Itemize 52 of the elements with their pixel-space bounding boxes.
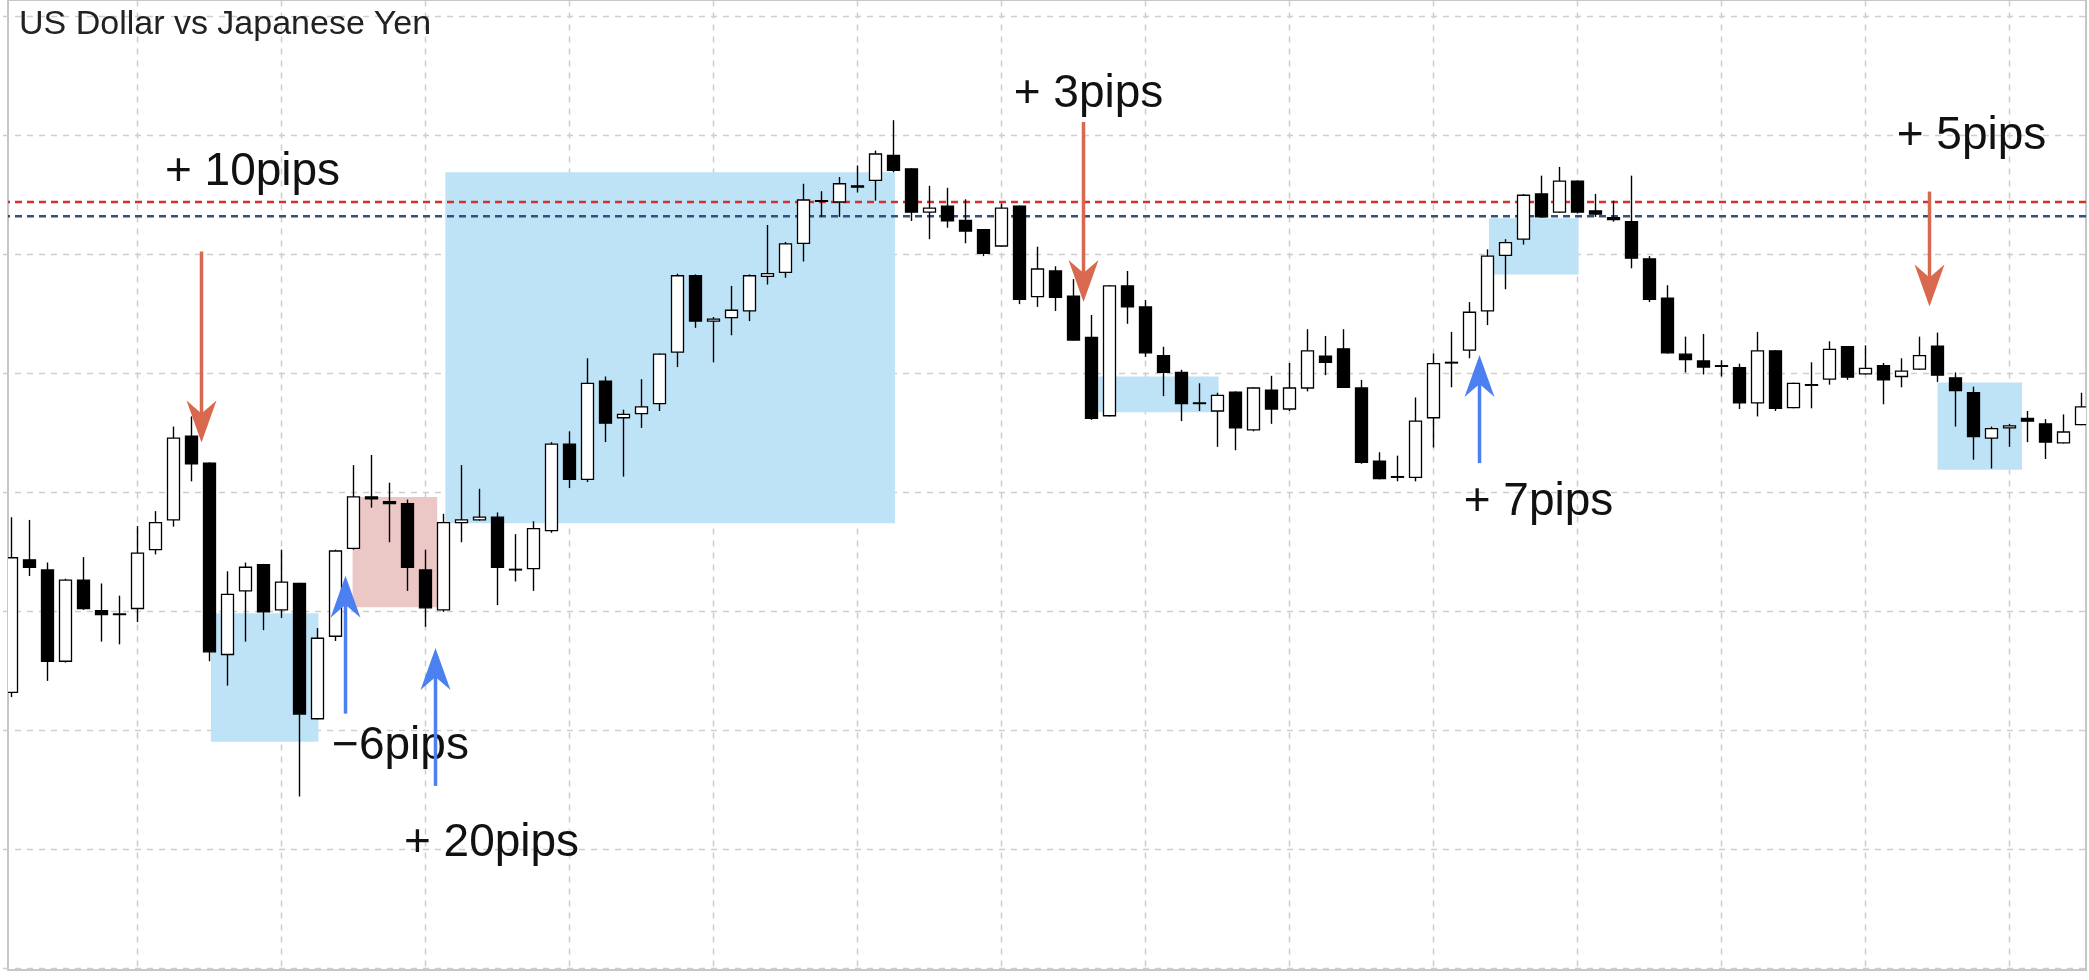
annotation: + 7pips (1463, 473, 1614, 526)
candlestick (1696, 333, 1711, 376)
candlestick (814, 190, 829, 218)
candlestick (760, 224, 775, 286)
candlestick (1534, 174, 1549, 219)
text: + 20pips (403, 813, 580, 866)
candlestick (1444, 331, 1459, 389)
candlestick (1948, 371, 1963, 428)
candlestick (472, 488, 487, 522)
candlestick (1264, 375, 1279, 425)
candlestick (1912, 335, 1927, 371)
candlestick (1894, 357, 1909, 389)
text: + 3pips (1013, 64, 1164, 117)
annotation: + 10pips (164, 143, 341, 196)
annotation: + 5pips (1896, 106, 2047, 159)
chart-title: US Dollar vs Japanese Yen (19, 3, 432, 41)
candlestick (1120, 270, 1135, 325)
candlestick (382, 482, 397, 543)
candlestick (2002, 423, 2017, 448)
candlestick (706, 316, 721, 364)
candlestick (940, 187, 955, 229)
candlestick (1804, 361, 1819, 409)
candlestick (634, 378, 649, 429)
candlestick (1282, 362, 1297, 412)
candlestick (1984, 425, 1999, 470)
candlestick (22, 519, 37, 577)
candlestick (958, 198, 973, 244)
candlestick (976, 228, 991, 257)
candlestick (94, 582, 109, 643)
candlestick (364, 454, 379, 509)
candlestick (1606, 199, 1621, 223)
candlestick (724, 285, 739, 336)
candlestick (832, 176, 847, 218)
candlestick (1876, 362, 1891, 405)
candlestick (886, 119, 901, 173)
candlestick (1192, 382, 1207, 412)
candlestick (508, 533, 523, 583)
candlestick (1318, 335, 1333, 376)
candlestick (922, 185, 937, 240)
candlestick (1390, 454, 1405, 483)
candlestick (1372, 451, 1387, 481)
candlestick (2020, 410, 2035, 443)
candlestick (238, 561, 253, 643)
candlestick (1210, 392, 1225, 448)
candlestick (2038, 418, 2053, 460)
candlestick (1498, 238, 1513, 290)
candlestick (2056, 413, 2071, 445)
candlestick (850, 164, 865, 194)
candlestick (1156, 346, 1171, 397)
candlestick (454, 464, 469, 543)
candlestick (1588, 193, 1603, 218)
candlestick (112, 594, 127, 646)
